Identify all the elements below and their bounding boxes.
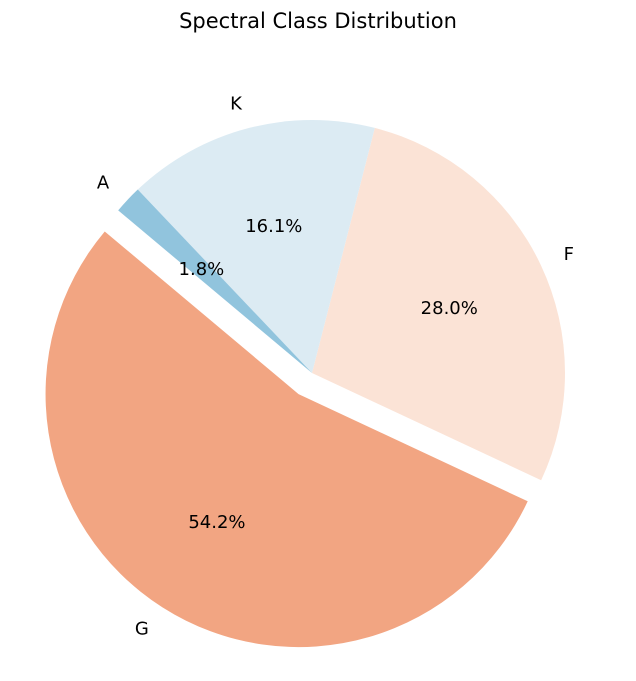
pie-slice-a [118,189,312,373]
chart-title: Spectral Class Distribution [179,9,457,33]
slice-label-f: F [564,244,574,265]
slice-pct-f: 28.0% [421,298,478,319]
pie-slices [45,120,565,648]
pie-slice-f [312,127,565,481]
pie-labels: G 54.2% F 28.0% K 16.1% A 1.8% [97,94,574,640]
slice-pct-g: 54.2% [188,512,245,533]
slice-label-a: A [97,172,110,193]
slice-label-k: K [230,94,243,115]
slice-pct-k: 16.1% [245,216,302,237]
slice-label-g: G [135,619,149,640]
pie-slice-g [45,231,528,648]
slice-pct-a: 1.8% [179,259,225,280]
pie-slice-k [137,120,375,373]
